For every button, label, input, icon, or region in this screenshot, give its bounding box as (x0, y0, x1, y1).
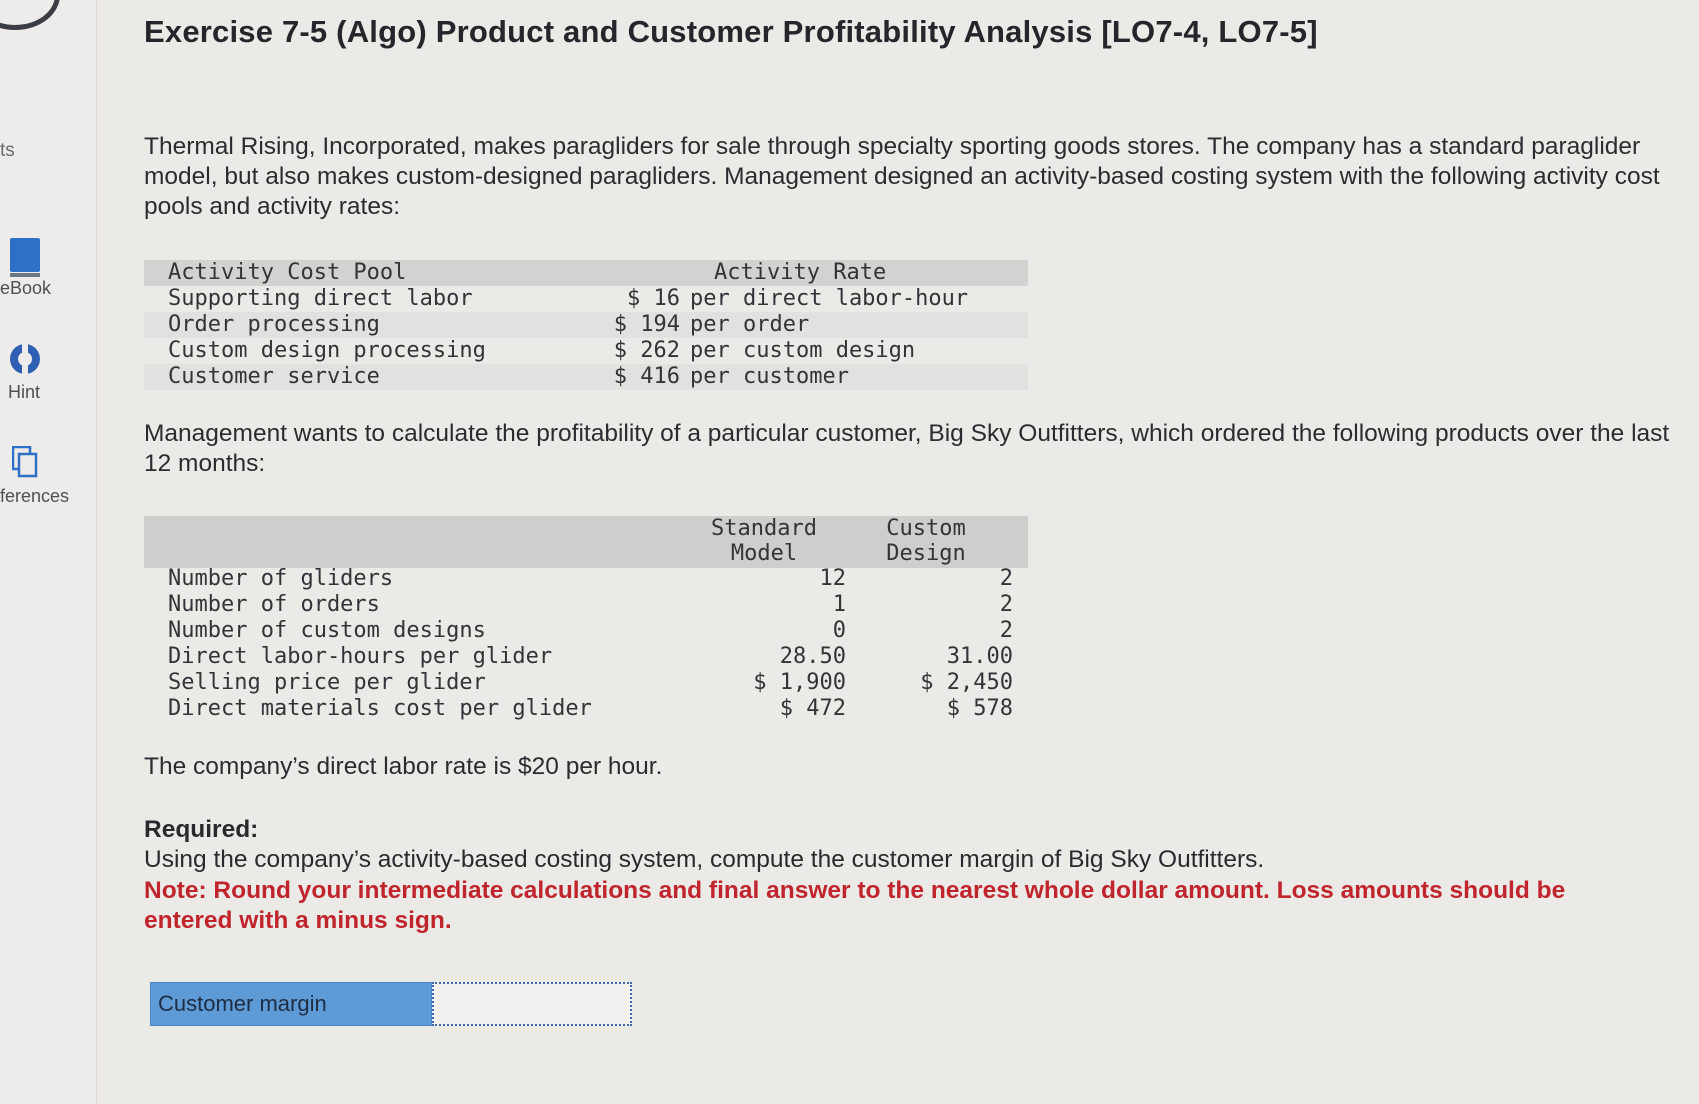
standard-value: 1 (832, 592, 846, 617)
row-label: Selling price per glider (168, 670, 486, 695)
rate-value: $ 262 (613, 338, 680, 363)
labor-rate-text: The company’s direct labor rate is $20 p… (144, 753, 663, 780)
header-activity-rate: Activity Rate (714, 260, 887, 285)
customer-margin-input[interactable] (432, 982, 632, 1026)
rate-value: $ 16 (627, 286, 680, 311)
required-heading: Required: (144, 816, 259, 843)
row-label: Direct materials cost per glider (168, 696, 592, 721)
rate-unit: per custom design (690, 338, 916, 363)
custom-value: 2 (999, 566, 1013, 591)
sidebar-item-label: Hint (8, 382, 41, 402)
table-row: Direct materials cost per glider $ 472 $… (144, 696, 1028, 722)
pool-name: Customer service (168, 364, 380, 389)
header-line: Model (730, 541, 798, 566)
rate-unit: per order (690, 312, 810, 337)
pool-name: Custom design processing (168, 338, 486, 363)
sidebar-cut-label: ts (0, 140, 15, 161)
pool-name: Supporting direct labor (168, 286, 473, 311)
pool-name: Order processing (168, 312, 380, 337)
custom-value: 31.00 (946, 644, 1013, 669)
row-label: Direct labor-hours per glider (168, 644, 553, 669)
header-activity-cost-pool: Activity Cost Pool (168, 260, 407, 285)
row-label: Number of orders (168, 592, 380, 617)
row-label: Number of custom designs (168, 618, 486, 643)
sidebar-item-label: eBook (0, 278, 52, 298)
page-title: Exercise 7-5 (Algo) Product and Customer… (144, 14, 1318, 49)
customer-margin-label: Customer margin (150, 982, 432, 1026)
sidebar-item-label: ferences (0, 486, 70, 506)
custom-value: $ 578 (946, 696, 1013, 721)
standard-value: $ 1,900 (753, 670, 846, 695)
sidebar-item-hint[interactable]: Hint (0, 336, 96, 406)
ebook-icon (10, 238, 40, 277)
header-line: Design (886, 541, 966, 566)
table-row: Order processing $ 194 per order (144, 312, 1028, 338)
custom-value: 2 (999, 592, 1013, 617)
header-line: Custom (886, 516, 966, 541)
rounding-note: Note: Round your intermediate calculatio… (144, 877, 1566, 934)
table-row: Number of orders 1 2 (144, 592, 1028, 618)
rate-unit: per direct labor-hour (690, 286, 969, 311)
rate-value: $ 416 (613, 364, 680, 389)
table-row: Number of gliders 12 2 (144, 566, 1028, 592)
table-header-row: Standard Model Custom Design (144, 516, 1028, 568)
rate-value: $ 194 (613, 312, 680, 337)
table-row: Customer service $ 416 per customer (144, 364, 1028, 390)
header-standard-model: Standard Model (704, 516, 824, 566)
table-row: Selling price per glider $ 1,900 $ 2,450 (144, 670, 1028, 696)
table-header-row: Activity Cost Pool Activity Rate (144, 260, 1028, 286)
lifebuoy-icon (10, 344, 40, 374)
left-sidebar: ts eBook Hint ferences (0, 0, 97, 1104)
answer-row: Customer margin (150, 982, 632, 1026)
table-row: Direct labor-hours per glider 28.50 31.0… (144, 644, 1028, 670)
management-paragraph: Management wants to calculate the profit… (144, 420, 1670, 477)
table-row: Custom design processing $ 262 per custo… (144, 338, 1028, 364)
custom-value: $ 2,450 (920, 670, 1013, 695)
standard-value: 28.50 (779, 644, 846, 669)
custom-value: 2 (999, 618, 1013, 643)
copy-pages-icon (12, 446, 38, 478)
sidebar-item-references[interactable]: ferences (0, 438, 96, 510)
sidebar-item-ebook[interactable]: eBook (0, 230, 96, 300)
standard-value: $ 472 (779, 696, 846, 721)
required-instruction: Using the company’s activity-based costi… (144, 846, 1265, 873)
intro-paragraph: Thermal Rising, Incorporated, makes para… (144, 133, 1660, 220)
row-label: Number of gliders (168, 566, 394, 591)
standard-value: 0 (832, 618, 846, 643)
standard-value: 12 (819, 566, 847, 591)
rate-unit: per customer (690, 364, 849, 389)
logo-ring-icon (0, 0, 60, 30)
header-custom-design: Custom Design (866, 516, 986, 566)
table-row: Supporting direct labor $ 16 per direct … (144, 286, 1028, 312)
header-line: Standard (711, 516, 817, 541)
table-row: Number of custom designs 0 2 (144, 618, 1028, 644)
